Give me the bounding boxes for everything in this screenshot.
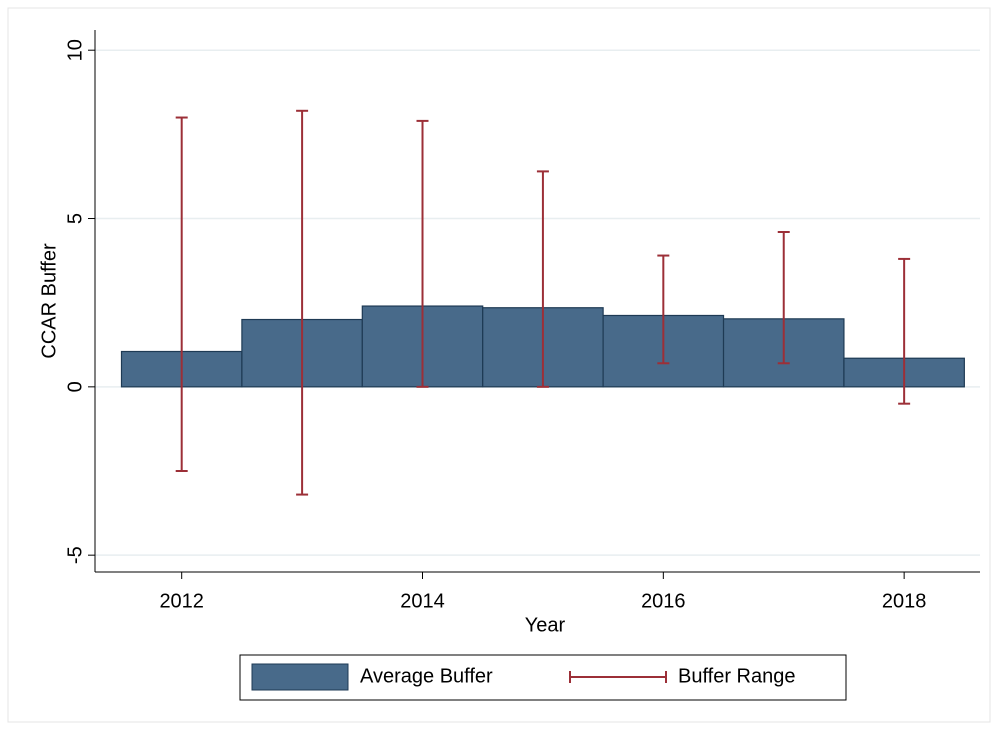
range-bar — [777, 230, 790, 365]
legend-label: Buffer Range — [678, 665, 796, 687]
x-tick-label: 2018 — [882, 590, 927, 612]
range-bar — [175, 116, 188, 473]
y-tick-label: -5 — [64, 546, 86, 564]
y-tick-label: 10 — [64, 39, 86, 61]
range-bar — [657, 254, 670, 365]
range-bar — [536, 170, 549, 388]
range-bar — [416, 119, 429, 388]
x-tick-label: 2014 — [400, 590, 445, 612]
y-tick-label: 0 — [64, 381, 86, 392]
x-tick-label: 2016 — [641, 590, 686, 612]
x-axis-title: Year — [525, 614, 566, 636]
range-bar — [898, 257, 911, 405]
y-tick-label: 5 — [64, 213, 86, 224]
y-axis-title: CCAR Buffer — [38, 243, 60, 359]
legend-label: Average Buffer — [360, 665, 493, 687]
range-bar — [296, 109, 309, 496]
legend-swatch — [251, 663, 349, 691]
x-tick-label: 2012 — [159, 590, 204, 612]
